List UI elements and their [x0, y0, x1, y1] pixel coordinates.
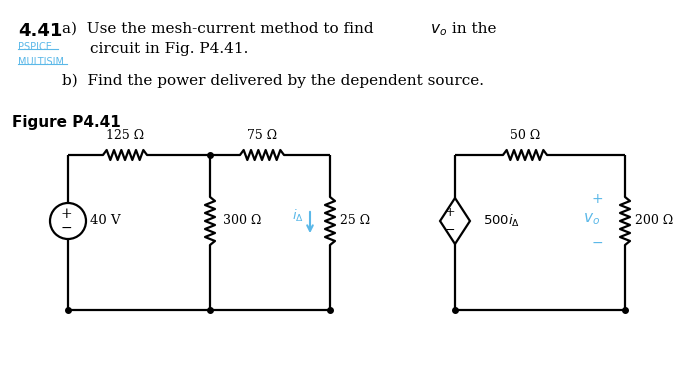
Text: a)  Use the mesh-current method to find: a) Use the mesh-current method to find [62, 22, 379, 36]
Text: in the: in the [447, 22, 496, 36]
Text: −: − [592, 236, 603, 250]
Text: +: + [444, 205, 455, 218]
Text: $v_o$: $v_o$ [584, 211, 601, 227]
Text: 50 Ω: 50 Ω [510, 129, 540, 142]
Text: −: − [60, 221, 72, 235]
Text: $500i_\Delta$: $500i_\Delta$ [483, 213, 520, 229]
Text: 4.41: 4.41 [18, 22, 62, 40]
Text: +: + [60, 207, 72, 221]
Text: circuit in Fig. P4.41.: circuit in Fig. P4.41. [90, 42, 248, 56]
Text: b)  Find the power delivered by the dependent source.: b) Find the power delivered by the depen… [62, 74, 484, 88]
Text: 125 Ω: 125 Ω [106, 129, 144, 142]
Text: 75 Ω: 75 Ω [247, 129, 277, 142]
Text: $v_o$: $v_o$ [430, 22, 447, 38]
Text: −: − [444, 223, 455, 237]
Text: $i_\Delta$: $i_\Delta$ [292, 208, 304, 224]
Text: Figure P4.41: Figure P4.41 [12, 115, 120, 130]
Text: 25 Ω: 25 Ω [340, 215, 370, 227]
Text: 200 Ω: 200 Ω [635, 215, 673, 227]
Text: 40 V: 40 V [90, 215, 120, 227]
Text: MULTISIM: MULTISIM [18, 57, 64, 67]
Text: 300 Ω: 300 Ω [223, 215, 261, 227]
Text: +: + [592, 192, 603, 206]
Text: PSPICE: PSPICE [18, 42, 52, 52]
